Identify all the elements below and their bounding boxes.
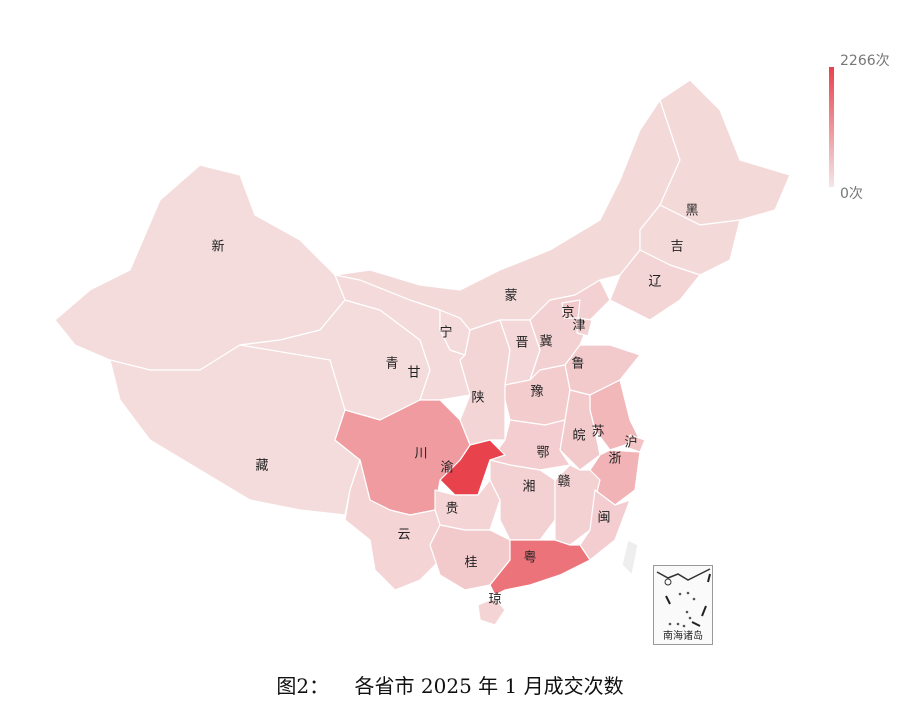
province-taiwan [621, 539, 639, 576]
province-label: 豫 [530, 385, 543, 400]
province-label: 赣 [557, 475, 570, 490]
province-label: 津 [572, 319, 585, 334]
south-china-sea-inset: 南海诸岛 [653, 565, 713, 645]
province-label: 湘 [522, 480, 535, 495]
province-region [576, 317, 593, 337]
province-label: 琼 [488, 593, 501, 608]
legend-max-label: 2266次 [840, 53, 890, 69]
province-region [477, 597, 506, 626]
province-label: 甘 [407, 366, 420, 381]
province-label: 藏 [255, 459, 268, 474]
province-label: 浙 [608, 452, 621, 467]
province-label: 黑 [685, 204, 698, 219]
province-region [489, 459, 556, 541]
province-label: 渝 [440, 460, 453, 476]
province-label: 宁 [439, 325, 452, 341]
province-label: 闽 [597, 511, 610, 526]
province-label: 鲁 [571, 357, 584, 372]
province-label: 辽 [648, 275, 661, 290]
legend-gradient-bar [829, 67, 834, 187]
province-label: 贵 [445, 502, 458, 517]
province-label: 苏 [591, 424, 604, 440]
province-label: 桂 [464, 556, 477, 571]
province-region [489, 539, 591, 596]
province-region [659, 79, 791, 226]
province-label: 沪 [624, 435, 637, 451]
province-label: 京 [561, 306, 574, 321]
province-label: 蒙 [504, 289, 517, 304]
province-label: 云 [397, 528, 410, 543]
province-label: 鄂 [536, 446, 549, 461]
province-label: 陕 [471, 391, 484, 406]
province-label: 新 [211, 239, 224, 255]
province-label: 冀 [539, 334, 552, 350]
province-label: 皖 [572, 429, 585, 444]
islands-icon [656, 568, 711, 628]
province-label: 晋 [515, 336, 528, 351]
inset-label: 南海诸岛 [663, 631, 703, 642]
province-label: 吉 [670, 240, 683, 255]
province-region [579, 489, 631, 561]
figure-caption: 图2： 各省市 2025 年 1 月成交次数 [276, 674, 624, 698]
province-label: 粤 [523, 550, 536, 566]
province-label: 青 [385, 357, 398, 372]
province-label: 川 [414, 447, 427, 462]
province-region [609, 249, 701, 321]
legend-min-label: 0次 [840, 186, 863, 202]
